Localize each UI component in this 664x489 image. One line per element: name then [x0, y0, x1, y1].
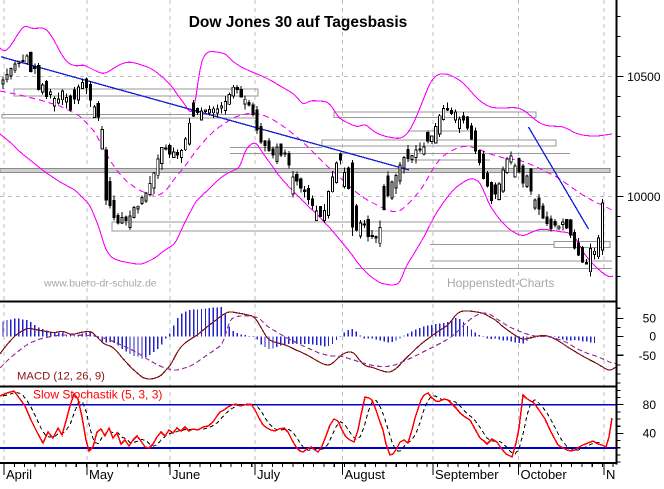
svg-text:Hoppenstedt-Charts: Hoppenstedt-Charts: [447, 276, 554, 290]
svg-text:10000: 10000: [627, 190, 661, 204]
svg-text:10500: 10500: [627, 70, 661, 84]
svg-text:May: May: [89, 467, 114, 482]
svg-text:July: July: [257, 467, 281, 482]
svg-text:Dow Jones 30 auf Tagesbasis: Dow Jones 30 auf Tagesbasis: [189, 14, 408, 31]
svg-text:40: 40: [643, 427, 657, 441]
svg-text:50: 50: [643, 312, 657, 326]
svg-text:April: April: [6, 467, 32, 482]
svg-text:MACD (12, 26, 9): MACD (12, 26, 9): [17, 371, 105, 383]
svg-text:0: 0: [649, 330, 656, 344]
svg-text:www.buero-dr-schulz.de: www.buero-dr-schulz.de: [43, 278, 157, 290]
svg-text:N: N: [606, 467, 615, 482]
svg-text:Slow Stochastik (5, 3, 3): Slow Stochastik (5, 3, 3): [33, 388, 162, 402]
svg-text:September: September: [435, 467, 499, 482]
svg-text:August: August: [345, 467, 386, 482]
svg-text:October: October: [521, 467, 568, 482]
svg-text:-50: -50: [639, 349, 657, 363]
svg-text:June: June: [172, 467, 200, 482]
svg-text:80: 80: [643, 398, 657, 412]
